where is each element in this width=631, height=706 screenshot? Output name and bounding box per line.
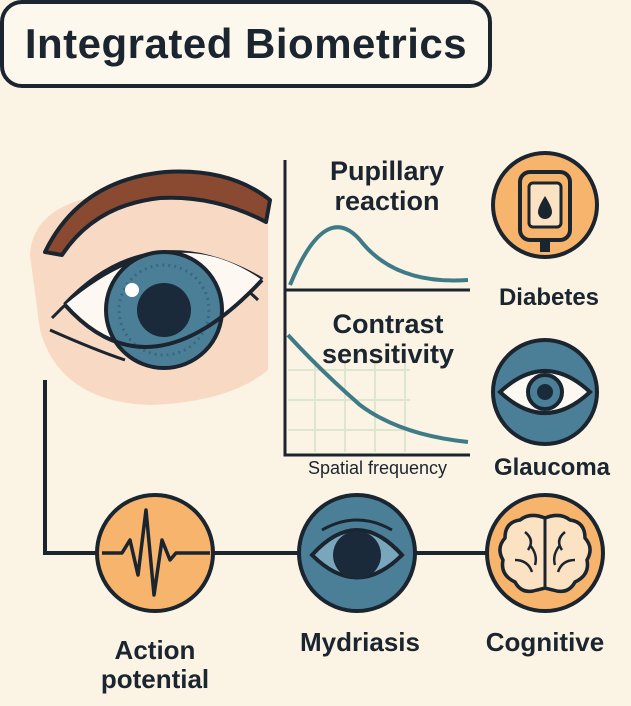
title-box: Integrated Biometrics <box>0 0 492 88</box>
eyebrow <box>43 169 272 257</box>
eye-highlight <box>125 283 139 297</box>
action-potential-icon <box>95 493 215 613</box>
diabetes-label: Diabetes <box>498 284 600 311</box>
glaucoma-eye-icon <box>491 338 599 446</box>
cognitive-label: Cognitive <box>485 627 605 657</box>
connector-lines <box>43 380 487 555</box>
contrast-sensitivity-label: Contrast sensitivity <box>321 309 455 369</box>
mydriasis-eye-icon <box>297 493 417 613</box>
mydriasis-label: Mydriasis <box>300 627 420 657</box>
pupillary-reaction-label: Pupillary reaction <box>329 156 445 216</box>
diabetes-icon <box>491 151 599 259</box>
pupil <box>137 283 191 337</box>
page-title: Integrated Biometrics <box>24 20 468 67</box>
connector-eye-to-action <box>43 380 100 555</box>
chart-axes <box>283 160 470 457</box>
lower-lid <box>63 278 264 349</box>
spatial-frequency-label: Spatial frequency <box>307 458 448 478</box>
brain-icon <box>485 493 605 613</box>
action-potential-label: Action potential <box>80 636 230 693</box>
glaucoma-label: Glaucoma <box>493 454 611 481</box>
contrast-curve <box>286 333 469 444</box>
action-label-line2: potential <box>100 663 210 694</box>
contrast-grid <box>288 360 410 452</box>
pupillary-curve <box>288 225 469 286</box>
action-label-line1: Action <box>114 635 196 665</box>
eye-illustration <box>30 169 272 405</box>
